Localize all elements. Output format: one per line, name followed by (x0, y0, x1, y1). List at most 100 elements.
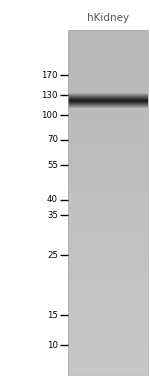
Bar (68, 141, 148, 144)
Bar (68, 275, 148, 278)
Bar (68, 47, 148, 51)
Bar (68, 37, 148, 40)
Bar (68, 289, 148, 292)
Bar (68, 158, 148, 161)
Text: 130: 130 (42, 90, 58, 100)
Bar (68, 282, 148, 285)
Bar (68, 88, 148, 92)
Bar (68, 161, 148, 165)
Bar (68, 64, 148, 68)
Bar (68, 189, 148, 192)
Bar (68, 303, 148, 306)
Bar (68, 223, 148, 227)
Bar (68, 340, 148, 344)
Bar (68, 220, 148, 223)
Bar (68, 151, 148, 154)
Text: 70: 70 (47, 136, 58, 144)
Bar (68, 216, 148, 220)
Text: 10: 10 (47, 340, 58, 350)
Bar (68, 130, 148, 134)
Bar (68, 261, 148, 265)
Bar (68, 251, 148, 254)
Bar (68, 78, 148, 82)
Bar (68, 154, 148, 158)
Bar (68, 285, 148, 289)
Bar (68, 361, 148, 365)
Bar (68, 292, 148, 296)
Bar (68, 327, 148, 330)
Bar (68, 227, 148, 230)
Bar (68, 330, 148, 334)
Bar (68, 82, 148, 85)
Bar (68, 320, 148, 323)
Bar (68, 120, 148, 123)
Bar (68, 175, 148, 178)
Bar (68, 313, 148, 316)
Text: 25: 25 (47, 250, 58, 260)
Text: 100: 100 (42, 111, 58, 119)
Bar (68, 203, 148, 206)
Bar (68, 196, 148, 199)
Bar (68, 106, 148, 110)
Bar (68, 116, 148, 120)
Bar (68, 75, 148, 78)
Bar (68, 51, 148, 54)
Bar (68, 71, 148, 75)
Bar (68, 172, 148, 175)
Bar (68, 134, 148, 137)
Bar (68, 234, 148, 237)
Bar (68, 347, 148, 351)
Bar (68, 354, 148, 358)
Bar (68, 144, 148, 147)
Bar (68, 123, 148, 127)
Bar (68, 33, 148, 37)
Bar (68, 54, 148, 57)
Bar (68, 95, 148, 99)
Bar (68, 323, 148, 327)
Bar (68, 182, 148, 185)
Bar (68, 247, 148, 251)
Bar (68, 68, 148, 71)
Bar (68, 337, 148, 340)
Bar (68, 127, 148, 130)
Bar (68, 165, 148, 168)
Bar (68, 178, 148, 182)
Bar (68, 334, 148, 337)
Bar (68, 368, 148, 372)
Bar (68, 237, 148, 241)
Bar (68, 199, 148, 203)
Bar (68, 316, 148, 320)
Bar (68, 213, 148, 216)
Bar (68, 309, 148, 313)
Bar (68, 30, 148, 33)
Bar (68, 85, 148, 88)
Bar (68, 110, 148, 113)
Bar (68, 358, 148, 361)
Text: 55: 55 (47, 160, 58, 170)
Bar (68, 230, 148, 234)
Bar (68, 268, 148, 272)
Bar (68, 258, 148, 261)
Bar (68, 241, 148, 244)
Bar (68, 61, 148, 64)
Bar (68, 44, 148, 47)
Bar (68, 244, 148, 247)
Text: 15: 15 (47, 311, 58, 319)
Text: hKidney: hKidney (87, 13, 129, 23)
Bar (68, 192, 148, 196)
Bar (68, 306, 148, 309)
Bar (68, 206, 148, 210)
Text: 40: 40 (47, 195, 58, 205)
Bar (68, 185, 148, 189)
Bar (68, 351, 148, 354)
Bar (68, 344, 148, 347)
Text: 35: 35 (47, 211, 58, 219)
Bar (68, 365, 148, 368)
Bar (68, 296, 148, 299)
Bar (68, 265, 148, 268)
Bar (68, 57, 148, 61)
Bar (68, 30, 148, 83)
Bar (68, 299, 148, 303)
Bar (68, 278, 148, 282)
Bar (68, 92, 148, 95)
